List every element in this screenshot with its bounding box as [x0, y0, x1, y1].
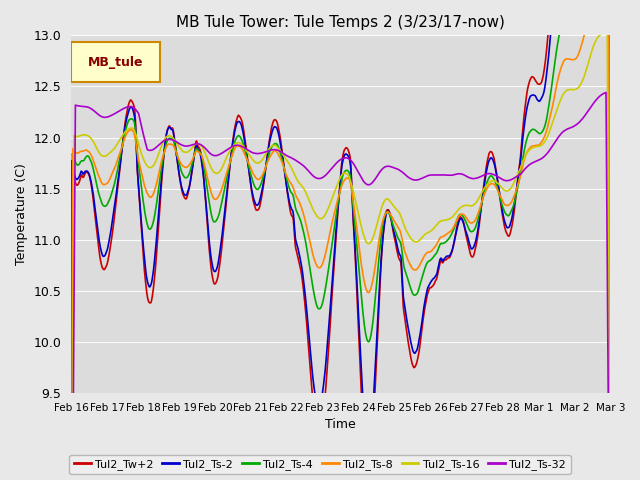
Tul2_Ts-32: [497, 176, 505, 181]
Text: MB_tule: MB_tule: [88, 56, 143, 69]
Tul2_Ts-16: [604, 29, 611, 35]
Tul2_Ts-16: [218, 166, 225, 172]
Tul2_Tw+2: [607, 76, 614, 82]
Tul2_Ts-8: [497, 195, 505, 201]
Line: Tul2_Ts-32: Tul2_Ts-32: [71, 93, 611, 480]
Tul2_Ts-4: [573, 11, 581, 17]
Line: Tul2_Ts-2: Tul2_Ts-2: [71, 0, 611, 480]
Tul2_Ts-32: [602, 90, 610, 96]
Tul2_Ts-2: [368, 422, 376, 428]
Tul2_Ts-4: [368, 327, 376, 333]
Tul2_Ts-4: [218, 201, 225, 206]
FancyBboxPatch shape: [71, 43, 160, 82]
Tul2_Ts-8: [356, 252, 364, 258]
Tul2_Ts-2: [497, 201, 505, 206]
Tul2_Ts-32: [559, 129, 566, 135]
Tul2_Ts-32: [218, 151, 225, 156]
Y-axis label: Temperature (C): Temperature (C): [15, 163, 28, 265]
Tul2_Ts-16: [497, 184, 505, 190]
Tul2_Ts-16: [368, 238, 376, 243]
Tul2_Ts-8: [368, 282, 376, 288]
Title: MB Tule Tower: Tule Temps 2 (3/23/17-now): MB Tule Tower: Tule Temps 2 (3/23/17-now…: [176, 15, 505, 30]
X-axis label: Time: Time: [325, 419, 356, 432]
Tul2_Ts-32: [573, 121, 581, 127]
Tul2_Ts-2: [356, 342, 364, 348]
Tul2_Ts-32: [356, 173, 364, 179]
Tul2_Ts-16: [356, 218, 364, 224]
Tul2_Ts-4: [356, 279, 364, 285]
Tul2_Tw+2: [497, 204, 505, 209]
Line: Tul2_Ts-4: Tul2_Ts-4: [71, 0, 611, 480]
Tul2_Tw+2: [218, 247, 225, 253]
Tul2_Ts-2: [607, 176, 614, 182]
Tul2_Ts-4: [497, 199, 505, 205]
Legend: Tul2_Tw+2, Tul2_Ts-2, Tul2_Ts-4, Tul2_Ts-8, Tul2_Ts-16, Tul2_Ts-32: Tul2_Tw+2, Tul2_Ts-2, Tul2_Ts-4, Tul2_Ts…: [69, 455, 571, 474]
Tul2_Ts-8: [573, 53, 581, 59]
Tul2_Ts-8: [559, 61, 566, 67]
Tul2_Ts-16: [573, 85, 581, 91]
Tul2_Tw+2: [368, 447, 376, 453]
Line: Tul2_Tw+2: Tul2_Tw+2: [71, 0, 611, 480]
Line: Tul2_Ts-8: Tul2_Ts-8: [71, 0, 611, 480]
Line: Tul2_Ts-16: Tul2_Ts-16: [71, 32, 611, 480]
Tul2_Tw+2: [356, 362, 364, 368]
Tul2_Ts-8: [218, 187, 225, 192]
Tul2_Ts-32: [368, 180, 376, 186]
Tul2_Ts-4: [607, 375, 614, 381]
Tul2_Ts-16: [559, 93, 566, 98]
Tul2_Ts-2: [218, 237, 225, 243]
Tul2_Ts-4: [559, 17, 566, 23]
